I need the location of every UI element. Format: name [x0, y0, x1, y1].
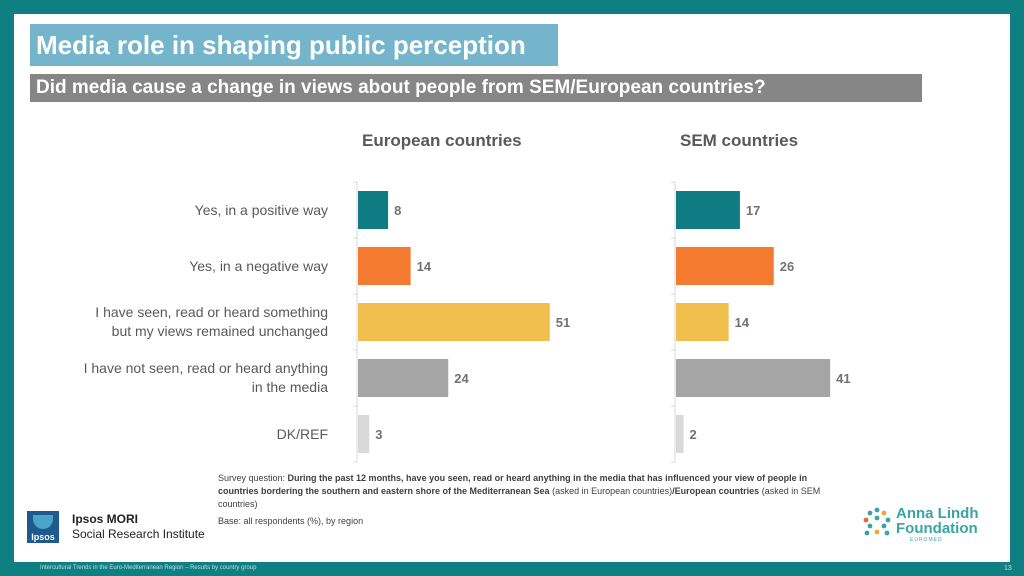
category-label-line: Yes, in a negative way [189, 257, 328, 274]
ipsos-logo-text: Ipsos [31, 532, 55, 542]
bar [358, 359, 449, 397]
category-label: DK/REF [40, 425, 328, 444]
data-label: 3 [375, 427, 382, 442]
data-label: 24 [454, 371, 469, 386]
data-label: 2 [690, 427, 697, 442]
bar [358, 303, 550, 341]
bar [676, 303, 729, 341]
data-label: 41 [836, 371, 850, 386]
bar [676, 359, 831, 397]
base-note: Base: all respondents (%), by region [218, 516, 364, 526]
survey-question-text2: /European countries [672, 486, 760, 496]
bar [676, 415, 684, 453]
anna-lindh-line1: Anna Lindh [896, 505, 979, 522]
survey-question-note2: (asked in SEM countries) [218, 486, 821, 509]
data-label: 14 [417, 259, 432, 274]
bar [358, 247, 411, 285]
survey-question: Survey question: During the past 12 mont… [218, 472, 838, 511]
bar [358, 415, 370, 453]
page-subtitle: Did media cause a change in views about … [30, 74, 922, 102]
page-title: Media role in shaping public perception [30, 24, 558, 66]
category-label-line: but my views remained unchanged [111, 323, 328, 339]
ipsos-logo: Ipsos [27, 511, 59, 543]
category-label-line: in the media [251, 379, 328, 395]
category-label: I have not seen, read or heard anything i… [40, 359, 328, 397]
anna-lindh-tagline: EUROMED [910, 537, 943, 543]
category-label: Yes, in a positive way [40, 201, 328, 220]
category-label-line: I have not seen, read or heard anything [83, 360, 328, 376]
data-label: 8 [394, 203, 401, 218]
ipsos-subtitle: Social Research Institute [72, 527, 205, 541]
footer-text: Intercultural Trends in the Euro-Mediter… [40, 565, 257, 571]
category-label-line: I have seen, read or heard something [95, 304, 328, 320]
survey-question-note1: (asked in European countries) [549, 486, 673, 496]
slide [14, 14, 1010, 562]
data-label: 26 [780, 259, 794, 274]
survey-question-text: During the past 12 months, have you seen… [218, 473, 808, 496]
data-label: 17 [746, 203, 760, 218]
survey-question-prefix: Survey question: [218, 473, 288, 483]
bar [358, 191, 389, 229]
panel-title-sem: SEM countries [680, 131, 799, 150]
category-label-line: DK/REF [276, 425, 328, 442]
anna-lindh-logo-icon [863, 507, 891, 536]
data-label: 51 [556, 315, 570, 330]
category-label-line: Yes, in a positive way [194, 201, 328, 218]
category-label: I have seen, read or heard something but … [40, 303, 328, 341]
anna-lindh-line2: Foundation [896, 520, 978, 537]
bar [676, 191, 740, 229]
page-number: 13 [1004, 565, 1012, 572]
category-label: Yes, in a negative way [40, 257, 328, 276]
panel-title-european: European countries [362, 131, 522, 150]
data-label: 14 [735, 315, 750, 330]
ipsos-name: Ipsos MORI [72, 512, 139, 526]
anna-lindh-wordmark: Anna Lindh Foundation [896, 506, 979, 536]
bar [676, 247, 774, 285]
